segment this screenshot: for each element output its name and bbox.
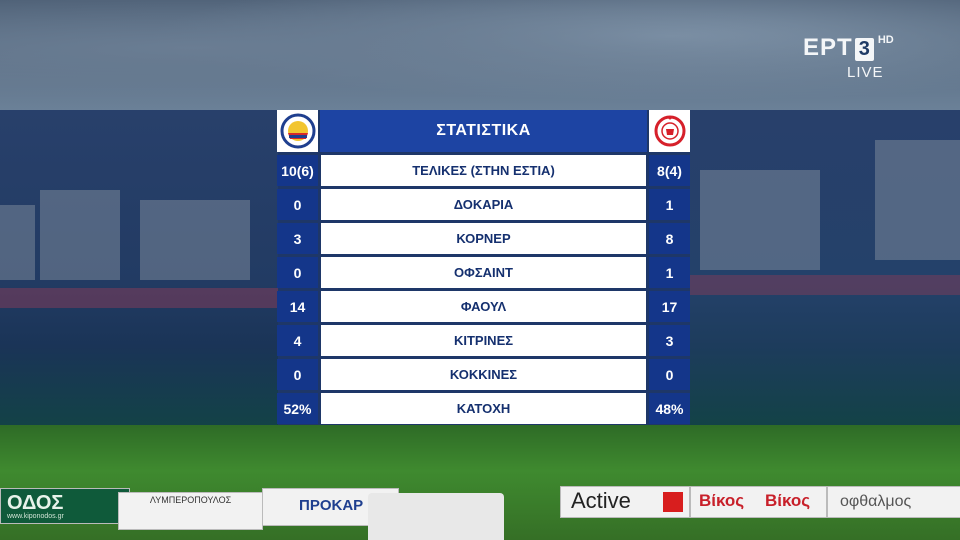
ad-board-1: ΟΔΟΣ www.kiponodos.gr xyxy=(0,488,130,524)
away-value: 0 xyxy=(649,359,690,390)
home-value: 10(6) xyxy=(277,155,318,186)
stadium-emblem-board xyxy=(368,493,504,540)
away-value: 17 xyxy=(649,291,690,322)
stat-label: ΦΑΟΥΛ xyxy=(321,291,646,322)
home-value: 52% xyxy=(277,393,318,424)
home-value: 0 xyxy=(277,257,318,288)
ad-board-5-text: Βίκος xyxy=(699,491,745,510)
away-value: 3 xyxy=(649,325,690,356)
stadium-left-view xyxy=(0,110,278,425)
stat-label: ΔΟΚΑΡΙΑ xyxy=(321,189,646,220)
stat-row: 10(6) ΤΕΛΙΚΕΣ (ΣΤΗΝ ΕΣΤΙΑ) 8(4) xyxy=(277,155,690,186)
stat-label: ΚΙΤΡΙΝΕΣ xyxy=(321,325,646,356)
stat-row: 0 ΔΟΚΑΡΙΑ 1 xyxy=(277,189,690,220)
stat-row: 52% ΚΑΤΟΧΗ 48% xyxy=(277,393,690,424)
away-value: 1 xyxy=(649,189,690,220)
home-team-crest xyxy=(277,110,318,152)
ad-board-7: οφθαλμος xyxy=(827,486,960,518)
stat-row: 4 ΚΙΤΡΙΝΕΣ 3 xyxy=(277,325,690,356)
sky-background xyxy=(0,0,960,120)
ad-board-4-text: Active xyxy=(571,488,631,513)
stat-row: 14 ΦΑΟΥΛ 17 xyxy=(277,291,690,322)
ad-board-6-text: Βίκος xyxy=(765,491,811,510)
stat-label: ΟΦΣΑΙΝΤ xyxy=(321,257,646,288)
stat-row: 3 ΚΟΡΝΕΡ 8 xyxy=(277,223,690,254)
stat-label: ΚΑΤΟΧΗ xyxy=(321,393,646,424)
away-value: 8 xyxy=(649,223,690,254)
broadcaster-brand: ΕΡΤ xyxy=(803,34,853,61)
home-crest-icon xyxy=(280,113,315,149)
stat-row: 0 ΚΟΚΚΙΝΕΣ 0 xyxy=(277,359,690,390)
ad-board-5: Βίκος Βίκος xyxy=(690,486,827,518)
ad-board-1-url: www.kiponodos.gr xyxy=(7,513,64,520)
ad-board-1-text: ΟΔΟΣ xyxy=(7,492,64,514)
away-value: 8(4) xyxy=(649,155,690,186)
away-team-crest xyxy=(649,110,690,152)
stat-label: ΤΕΛΙΚΕΣ (ΣΤΗΝ ΕΣΤΙΑ) xyxy=(321,155,646,186)
stadium-right-view xyxy=(690,110,960,425)
ad-board-7-text: οφθαλμος xyxy=(840,493,912,510)
away-crest-icon xyxy=(654,115,685,147)
match-stats-panel: ΣΤΑΤΙΣΤΙΚΑ 10(6) ΤΕΛΙΚΕΣ (ΣΤΗΝ ΕΣΤΙΑ) 8(… xyxy=(277,110,690,425)
ad-board-4: Active xyxy=(560,486,690,518)
ad-board-3-text: ΠΡΟΚΑΡ xyxy=(299,497,364,514)
home-value: 3 xyxy=(277,223,318,254)
ad-board-2: ΛΥΜΠΕΡΟΠΟΥΛΟΣ xyxy=(118,492,263,530)
home-value: 0 xyxy=(277,359,318,390)
ad-board-2-text: ΛΥΜΠΕΡΟΠΟΥΛΟΣ xyxy=(149,495,232,505)
home-value: 4 xyxy=(277,325,318,356)
stats-title: ΣΤΑΤΙΣΤΙΚΑ xyxy=(320,110,647,152)
broadcaster-channel: 3 xyxy=(854,38,874,61)
away-value: 48% xyxy=(649,393,690,424)
hd-badge: HD xyxy=(877,34,894,46)
live-indicator: LIVE xyxy=(847,64,884,81)
home-value: 0 xyxy=(277,189,318,220)
stat-label: ΚΟΚΚΙΝΕΣ xyxy=(321,359,646,390)
home-value: 14 xyxy=(277,291,318,322)
active-logo-square xyxy=(663,492,683,512)
stat-row: 0 ΟΦΣΑΙΝΤ 1 xyxy=(277,257,690,288)
away-value: 1 xyxy=(649,257,690,288)
stat-label: ΚΟΡΝΕΡ xyxy=(321,223,646,254)
broadcaster-logo: ΕΡΤ 3 HD LIVE xyxy=(803,34,894,81)
